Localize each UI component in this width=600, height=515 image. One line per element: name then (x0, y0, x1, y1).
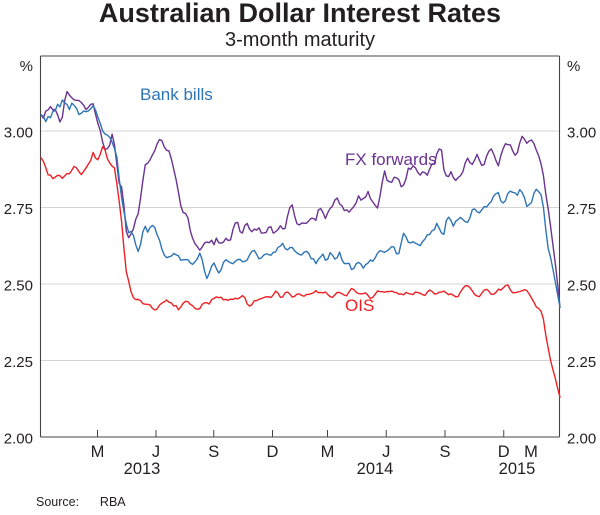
svg-text:%: % (567, 58, 580, 75)
svg-text:3.00: 3.00 (567, 125, 596, 142)
svg-text:S: S (439, 443, 450, 461)
svg-text:S: S (208, 443, 219, 461)
svg-text:2.25: 2.25 (567, 354, 596, 371)
svg-text:Bank bills: Bank bills (140, 85, 213, 104)
svg-text:2.50: 2.50 (4, 278, 33, 295)
svg-text:OIS: OIS (345, 296, 374, 315)
svg-text:%: % (20, 58, 33, 75)
svg-text:3.00: 3.00 (4, 125, 33, 142)
svg-text:J: J (382, 443, 390, 461)
svg-text:D: D (267, 443, 279, 461)
svg-text:2.50: 2.50 (567, 278, 596, 295)
svg-text:M: M (321, 443, 335, 461)
svg-text:2.00: 2.00 (567, 431, 596, 448)
svg-text:2.00: 2.00 (4, 431, 33, 448)
svg-text:J: J (152, 443, 160, 461)
svg-text:2014: 2014 (357, 460, 394, 478)
svg-text:2015: 2015 (499, 460, 536, 478)
svg-text:2.75: 2.75 (4, 201, 33, 218)
svg-text:D: D (498, 443, 510, 461)
svg-text:M: M (524, 443, 538, 461)
svg-text:FX forwards: FX forwards (345, 150, 437, 169)
svg-text:M: M (91, 443, 105, 461)
svg-text:2.75: 2.75 (567, 201, 596, 218)
svg-text:2.25: 2.25 (4, 354, 33, 371)
svg-text:2013: 2013 (124, 460, 161, 478)
